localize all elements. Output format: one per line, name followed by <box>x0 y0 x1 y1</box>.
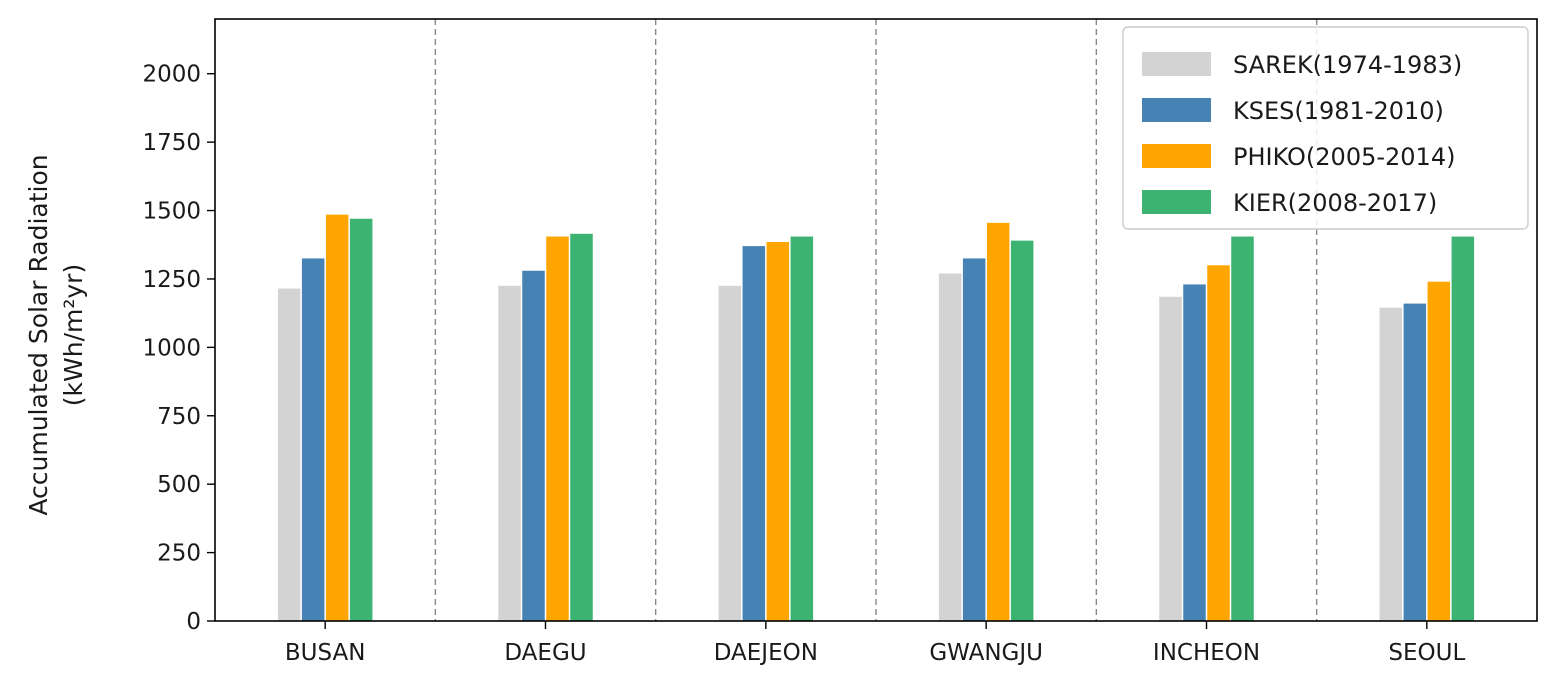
bars <box>277 214 1475 622</box>
bar-PHIKO(2005-2014)-DAEGU <box>546 236 569 622</box>
bar-SAREK(1974-1983)-DAEGU <box>498 285 521 621</box>
bar-SAREK(1974-1983)-DAEJEON <box>718 285 742 621</box>
legend-label: KIER(2008-2017) <box>1233 189 1437 217</box>
legend-swatch <box>1142 98 1211 122</box>
bar-KSES(1981-2010)-BUSAN <box>301 258 325 621</box>
bar-SAREK(1974-1983)-SEOUL <box>1379 307 1403 621</box>
y-tick-label: 1000 <box>142 335 201 361</box>
legend-frame <box>1122 26 1529 230</box>
legend-swatch <box>1142 52 1211 76</box>
bar-PHIKO(2005-2014)-GWANGJU <box>986 222 1010 622</box>
x-tick-label: BUSAN <box>285 640 366 666</box>
bar-KSES(1981-2010)-GWANGJU <box>962 258 986 621</box>
y-tick-label: 750 <box>157 404 201 430</box>
bar-KSES(1981-2010)-SEOUL <box>1403 303 1427 621</box>
y-tick-label: 1500 <box>142 199 201 225</box>
y-axis-label: Accumulated Solar Radiation <box>24 154 53 515</box>
bar-PHIKO(2005-2014)-SEOUL <box>1427 281 1451 621</box>
y-tick-label: 2000 <box>142 62 201 88</box>
bar-KIER(2008-2017)-GWANGJU <box>1010 240 1034 622</box>
x-tick-label: DAEGU <box>504 640 586 666</box>
bar-SAREK(1974-1983)-INCHEON <box>1159 296 1182 621</box>
y-tick-label: 0 <box>186 609 201 635</box>
legend: SAREK(1974-1983) KSES(1981-2010) PHIKO(200… <box>1122 26 1529 230</box>
y-axis-unit: (kWh/m²yr) <box>59 264 88 406</box>
x-tick-label: SEOUL <box>1388 640 1465 666</box>
legend-label: KSES(1981-2010) <box>1233 97 1444 125</box>
bar-KIER(2008-2017)-DAEJEON <box>790 236 814 622</box>
y-tick-label: 500 <box>157 472 201 498</box>
bar-KIER(2008-2017)-DAEGU <box>570 233 593 621</box>
x-tick-label: DAEJEON <box>714 640 818 666</box>
bar-KSES(1981-2010)-DAEGU <box>522 270 545 621</box>
legend-label: PHIKO(2005-2014) <box>1233 143 1455 171</box>
y-axis: 0 250 500 750 1000 1250 1500 1750 2000 <box>142 62 215 635</box>
y-tick-label: 250 <box>157 541 201 567</box>
legend-label: SAREK(1974-1983) <box>1233 51 1462 79</box>
x-axis: BUSAN DAEGU DAEJEON GWANGJU INCHEON SEOUL <box>285 621 1465 666</box>
plot-frame <box>214 18 1538 622</box>
y-tick-label: 1750 <box>142 130 201 156</box>
bar-PHIKO(2005-2014)-DAEJEON <box>766 242 790 621</box>
bar-PHIKO(2005-2014)-BUSAN <box>325 214 349 621</box>
bar-KSES(1981-2010)-INCHEON <box>1183 284 1206 621</box>
y-tick-label: 1250 <box>142 267 201 293</box>
bar-KIER(2008-2017)-INCHEON <box>1231 236 1254 622</box>
legend-swatch <box>1142 144 1211 168</box>
bar-KSES(1981-2010)-DAEJEON <box>742 246 766 622</box>
bar-PHIKO(2005-2014)-INCHEON <box>1207 265 1230 621</box>
x-tick-label: GWANGJU <box>929 640 1043 666</box>
bar-SAREK(1974-1983)-GWANGJU <box>938 273 962 621</box>
bar-KIER(2008-2017)-BUSAN <box>349 218 373 621</box>
x-tick-label: INCHEON <box>1153 640 1260 666</box>
bar-SAREK(1974-1983)-BUSAN <box>277 288 301 621</box>
legend-swatch <box>1142 190 1211 214</box>
bar-KIER(2008-2017)-SEOUL <box>1451 236 1475 622</box>
